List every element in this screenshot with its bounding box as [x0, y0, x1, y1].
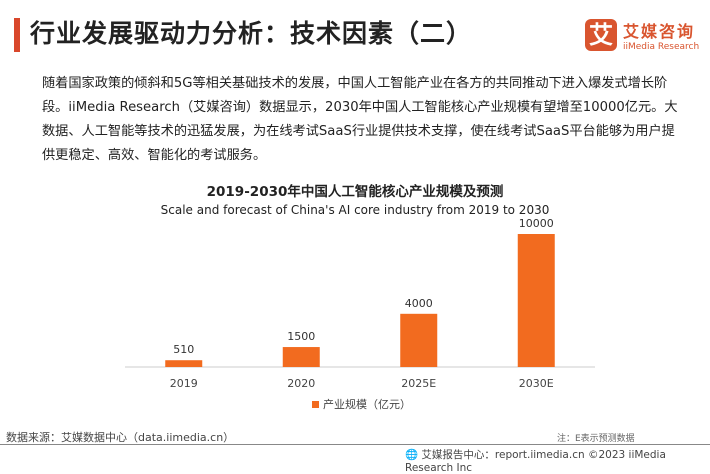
divider	[0, 444, 710, 445]
footnote: 注：E表示预测数据	[557, 434, 635, 444]
report-footer-text: 艾媒报告中心：report.iimedia.cn ©2023 iiMedia R…	[405, 449, 666, 474]
bar	[517, 234, 555, 367]
chart-subtitle: Scale and forecast of China's AI core in…	[160, 203, 550, 217]
logo-mark: 艾	[585, 19, 617, 51]
logo-cn: 艾媒咨询	[623, 22, 696, 41]
bar-chart: 510 2019 1500 2020 4000 2025E 10000 2030E	[125, 217, 595, 390]
bar	[282, 347, 320, 367]
body-paragraph: 随着国家政策的倾斜和5G等相关基础技术的发展，中国人工智能产业在各方的共同推动下…	[42, 76, 678, 163]
bar	[400, 313, 438, 367]
title-accent	[14, 18, 20, 52]
data-label: 510	[173, 343, 194, 356]
logo: 艾 艾媒咨询 iiMedia Research	[585, 18, 699, 52]
legend-label: 产业规模（亿元）	[323, 398, 411, 411]
logo-en: iiMedia Research	[623, 42, 700, 52]
chart-title: 2019-2030年中国人工智能核心产业规模及预测	[206, 184, 504, 200]
bar	[165, 360, 203, 367]
data-label: 1500	[287, 330, 315, 343]
x-tick-label: 2019	[170, 377, 198, 390]
data-source: 数据来源：艾媒数据中心（data.iimedia.cn）	[6, 431, 235, 444]
legend-swatch	[312, 400, 319, 408]
legend: 产业规模（亿元）	[312, 396, 411, 412]
x-tick-label: 2030E	[519, 377, 554, 390]
page-title: 行业发展驱动力分析：技术因素（二）	[30, 19, 473, 48]
x-tick-label: 2025E	[401, 377, 436, 390]
data-label: 10000	[519, 217, 554, 230]
x-tick-label: 2020	[287, 377, 315, 390]
data-label: 4000	[405, 297, 433, 310]
globe-icon: 🌐	[405, 449, 419, 461]
